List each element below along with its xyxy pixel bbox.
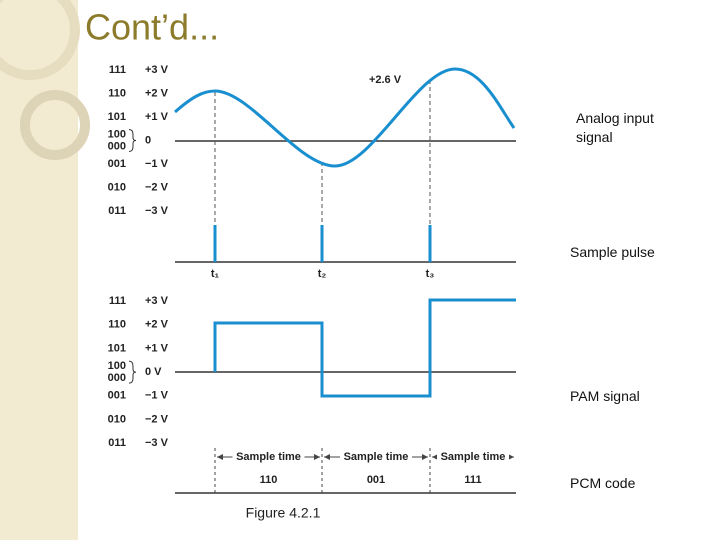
- level-label: 0: [145, 134, 151, 146]
- code-label: 011: [108, 437, 126, 449]
- code-label: 100: [108, 128, 126, 140]
- pcm-code: 111: [464, 474, 481, 486]
- level-label: −1 V: [145, 390, 169, 402]
- level-label: 0 V: [145, 366, 162, 378]
- code-label: 001: [108, 158, 126, 170]
- level-label: −3 V: [145, 205, 169, 217]
- side-band: [0, 0, 78, 540]
- decor-circle: [20, 90, 90, 160]
- code-label: 111: [109, 64, 126, 76]
- code-brace: [128, 360, 137, 384]
- level-label: +1 V: [145, 342, 169, 354]
- caption: Figure 4.2.1: [246, 505, 321, 521]
- code-label: 110: [108, 87, 126, 99]
- pam-label: PAM signal: [570, 388, 640, 404]
- label-bg: [340, 450, 412, 464]
- code-label: 000: [108, 140, 126, 152]
- peak-label: +2.6 V: [369, 74, 402, 86]
- code-label: 111: [109, 295, 126, 307]
- level-label: +2 V: [145, 87, 169, 99]
- interval-label: Sample time: [236, 451, 301, 463]
- level-label: +1 V: [145, 111, 169, 123]
- code-brace: [128, 129, 137, 152]
- time-label: t₃: [426, 268, 435, 280]
- figure: +2.6 V Figure 4.2.1 +3 V +2 V +1 V 0 −1 V −2 …: [108, 64, 516, 521]
- pcm-code: 001: [367, 474, 385, 486]
- analog-label: Analog input signal: [576, 110, 654, 145]
- time-label: t₁: [211, 268, 220, 280]
- code-label: 010: [108, 181, 126, 193]
- slide-title: Cont’d...: [85, 7, 219, 48]
- pcm-label: PCM code: [570, 475, 636, 491]
- code-label: 110: [108, 319, 126, 331]
- code-label: 101: [108, 342, 126, 354]
- level-label: −1 V: [145, 158, 169, 170]
- pcm-code: 110: [260, 474, 278, 486]
- label-bg: [232, 450, 305, 464]
- level-label: −2 V: [145, 181, 169, 193]
- level-label: +2 V: [145, 319, 169, 331]
- code-label: 101: [108, 111, 126, 123]
- pcm-dividers: [214, 448, 431, 493]
- interval-label: Sample time: [441, 451, 506, 463]
- level-label: −2 V: [145, 413, 169, 425]
- level-label: +3 V: [145, 295, 169, 307]
- code-label: 011: [108, 205, 126, 217]
- code-label: 010: [108, 413, 126, 425]
- level-label: +3 V: [145, 64, 169, 76]
- pam-wave: [213, 298, 516, 398]
- code-label: 100: [108, 360, 126, 372]
- code-label: 001: [108, 390, 126, 402]
- label-bg: [437, 450, 509, 464]
- level-label: −3 V: [145, 437, 169, 449]
- pulses: [213, 225, 432, 262]
- analog-wave: [174, 67, 516, 168]
- time-label: t₂: [318, 268, 327, 280]
- pulse-label: Sample pulse: [570, 244, 655, 260]
- code-label: 000: [108, 372, 126, 384]
- interval-label: Sample time: [344, 451, 409, 463]
- decor-circle: [0, 0, 80, 80]
